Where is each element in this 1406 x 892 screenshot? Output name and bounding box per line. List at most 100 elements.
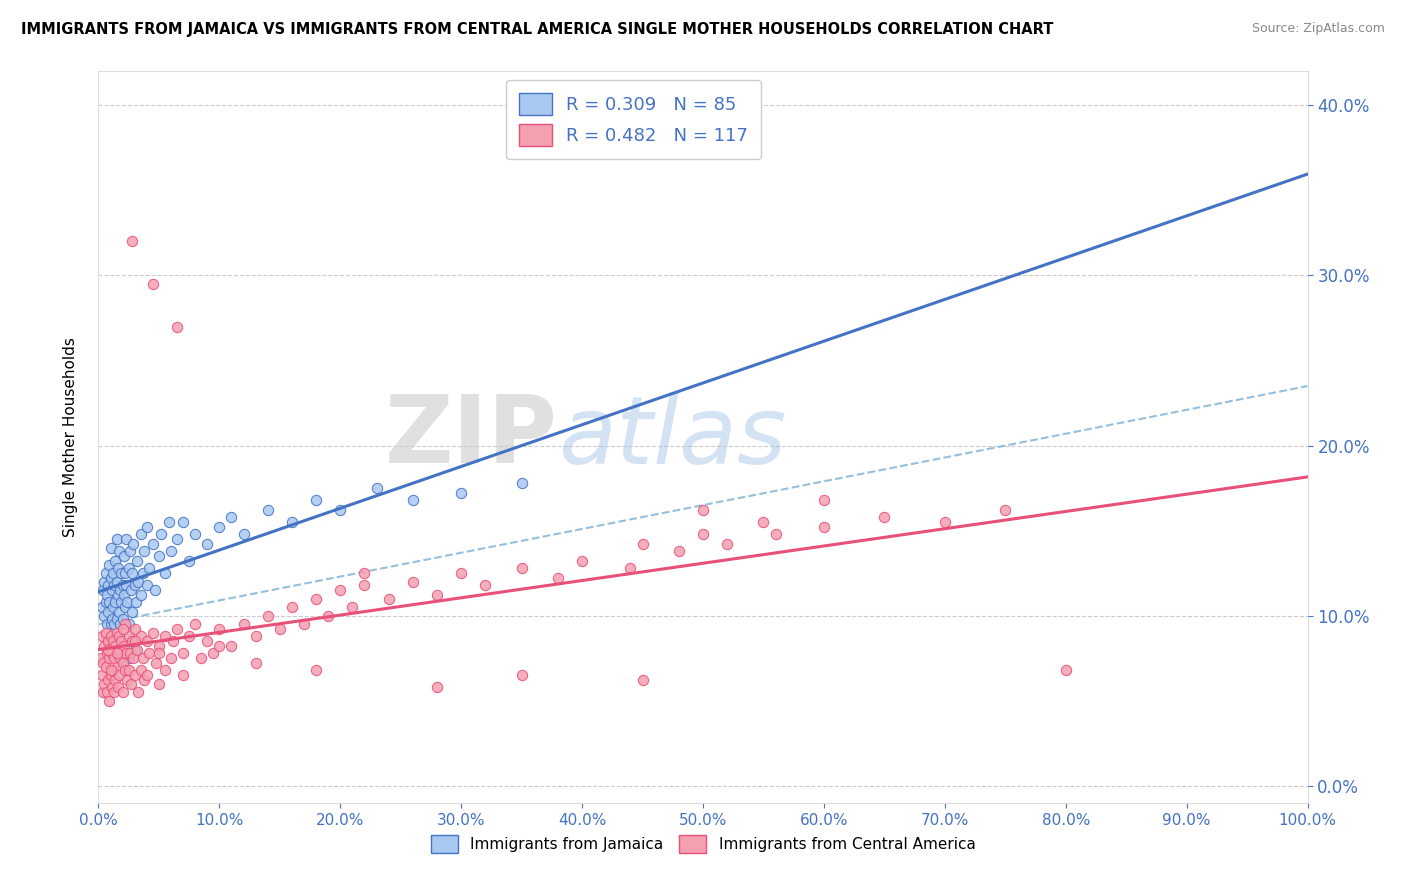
Point [108, 583, 131, 598]
Point [118, 544, 141, 558]
Point [292, 617, 315, 632]
Point [91, 600, 114, 615]
Point [184, 617, 207, 632]
Point [112, 640, 135, 654]
Point [118, 663, 141, 677]
Text: ZIP: ZIP [385, 391, 558, 483]
Point [172, 515, 194, 529]
Point [118, 646, 141, 660]
Point [377, 591, 399, 606]
Point [281, 515, 304, 529]
Point [124, 642, 146, 657]
Point [100, 680, 122, 694]
Point [105, 646, 128, 660]
Point [668, 544, 690, 558]
Point [172, 646, 194, 660]
Point [103, 617, 125, 632]
Point [153, 566, 176, 581]
Text: IMMIGRANTS FROM JAMAICA VS IMMIGRANTS FROM CENTRAL AMERICA SINGLE MOTHER HOUSEHO: IMMIGRANTS FROM JAMAICA VS IMMIGRANTS FR… [21, 22, 1053, 37]
Point [157, 515, 180, 529]
Point [120, 677, 142, 691]
Point [190, 651, 212, 665]
Point [172, 668, 194, 682]
Point [115, 578, 138, 592]
Point [132, 566, 155, 581]
Point [107, 561, 129, 575]
Point [145, 657, 167, 671]
Point [97, 634, 120, 648]
Point [125, 595, 148, 609]
Point [142, 537, 165, 551]
Point [305, 493, 328, 508]
Point [118, 629, 141, 643]
Point [631, 537, 654, 551]
Point [91, 657, 114, 671]
Point [366, 481, 388, 495]
Point [148, 677, 170, 691]
Text: atlas: atlas [558, 392, 786, 483]
Point [91, 629, 114, 643]
Point [114, 600, 136, 615]
Point [510, 668, 533, 682]
Point [813, 493, 835, 508]
Point [117, 673, 139, 688]
Point [232, 527, 254, 541]
Point [105, 532, 128, 546]
Point [129, 663, 152, 677]
Point [142, 625, 165, 640]
Point [150, 527, 173, 541]
Point [107, 588, 129, 602]
Point [93, 640, 115, 654]
Point [105, 659, 128, 673]
Point [124, 622, 146, 636]
Point [118, 651, 141, 665]
Point [110, 566, 132, 581]
Point [110, 595, 132, 609]
Point [179, 554, 201, 568]
Point [124, 634, 146, 648]
Point [269, 622, 291, 636]
Point [96, 685, 118, 699]
Point [111, 657, 134, 671]
Point [112, 549, 135, 563]
Point [221, 510, 243, 524]
Point [110, 634, 132, 648]
Y-axis label: Single Mother Households: Single Mother Households [63, 337, 77, 537]
Point [353, 566, 375, 581]
Point [426, 680, 449, 694]
Point [101, 634, 124, 648]
Point [107, 680, 129, 694]
Point [162, 634, 184, 648]
Point [316, 608, 339, 623]
Point [120, 583, 142, 598]
Point [1054, 663, 1077, 677]
Point [142, 277, 165, 291]
Point [124, 578, 146, 592]
Point [813, 520, 835, 534]
Point [100, 612, 122, 626]
Point [134, 544, 156, 558]
Point [108, 668, 131, 682]
Point [132, 651, 155, 665]
Point [115, 646, 138, 660]
Point [353, 578, 375, 592]
Point [138, 646, 160, 660]
Point [752, 515, 775, 529]
Point [93, 574, 115, 589]
Point [166, 622, 188, 636]
Point [692, 527, 714, 541]
Point [98, 694, 121, 708]
Point [281, 600, 304, 615]
Point [108, 651, 131, 665]
Point [208, 640, 231, 654]
Point [108, 617, 131, 632]
Point [148, 549, 170, 563]
Point [96, 588, 118, 602]
Point [179, 629, 201, 643]
Point [94, 566, 117, 581]
Point [153, 629, 176, 643]
Point [101, 566, 124, 581]
Point [342, 600, 364, 615]
Point [221, 640, 243, 654]
Point [402, 493, 425, 508]
